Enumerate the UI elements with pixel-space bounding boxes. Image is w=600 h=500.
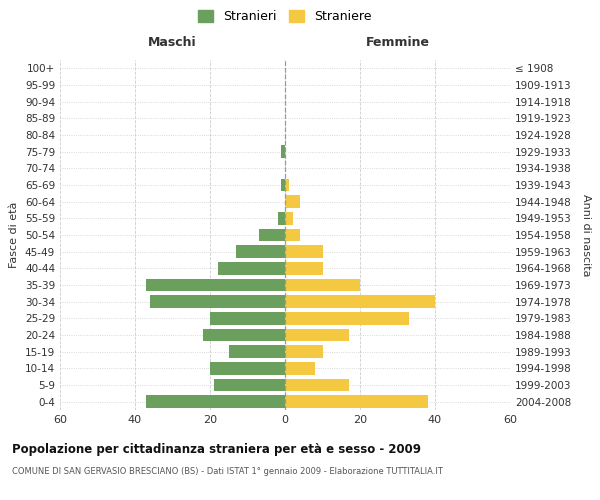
Y-axis label: Anni di nascita: Anni di nascita [581, 194, 591, 276]
Bar [285, 296, 435, 308]
Bar [218, 262, 285, 274]
Bar [285, 346, 323, 358]
Bar [285, 246, 323, 258]
Bar [285, 179, 289, 192]
Bar [285, 262, 323, 274]
Bar [277, 212, 285, 224]
Bar [281, 179, 285, 192]
Bar [236, 246, 285, 258]
Bar [259, 229, 285, 241]
Bar [285, 329, 349, 341]
Bar [281, 146, 285, 158]
Text: Popolazione per cittadinanza straniera per età e sesso - 2009: Popolazione per cittadinanza straniera p… [12, 442, 421, 456]
Bar [285, 229, 300, 241]
Bar [146, 279, 285, 291]
Bar [285, 196, 300, 208]
Bar [285, 312, 409, 324]
Text: Maschi: Maschi [148, 36, 197, 49]
Bar [285, 379, 349, 391]
Bar [210, 312, 285, 324]
Bar [203, 329, 285, 341]
Bar [229, 346, 285, 358]
Text: COMUNE DI SAN GERVASIO BRESCIANO (BS) - Dati ISTAT 1° gennaio 2009 - Elaborazion: COMUNE DI SAN GERVASIO BRESCIANO (BS) - … [12, 468, 443, 476]
Bar [285, 396, 427, 408]
Text: Femmine: Femmine [365, 36, 430, 49]
Bar [285, 362, 315, 374]
Bar [285, 279, 360, 291]
Y-axis label: Fasce di età: Fasce di età [10, 202, 19, 268]
Bar [285, 212, 293, 224]
Bar [210, 362, 285, 374]
Legend: Stranieri, Straniere: Stranieri, Straniere [198, 10, 372, 24]
Bar [214, 379, 285, 391]
Bar [146, 396, 285, 408]
Bar [150, 296, 285, 308]
